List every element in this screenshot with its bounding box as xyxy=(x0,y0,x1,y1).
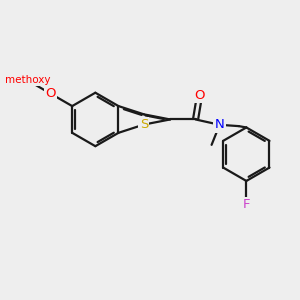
Text: methoxy: methoxy xyxy=(5,75,50,85)
Text: F: F xyxy=(243,198,250,211)
Text: O: O xyxy=(45,87,56,100)
Text: N: N xyxy=(215,118,224,131)
Text: S: S xyxy=(140,118,148,131)
Text: O: O xyxy=(194,89,205,102)
